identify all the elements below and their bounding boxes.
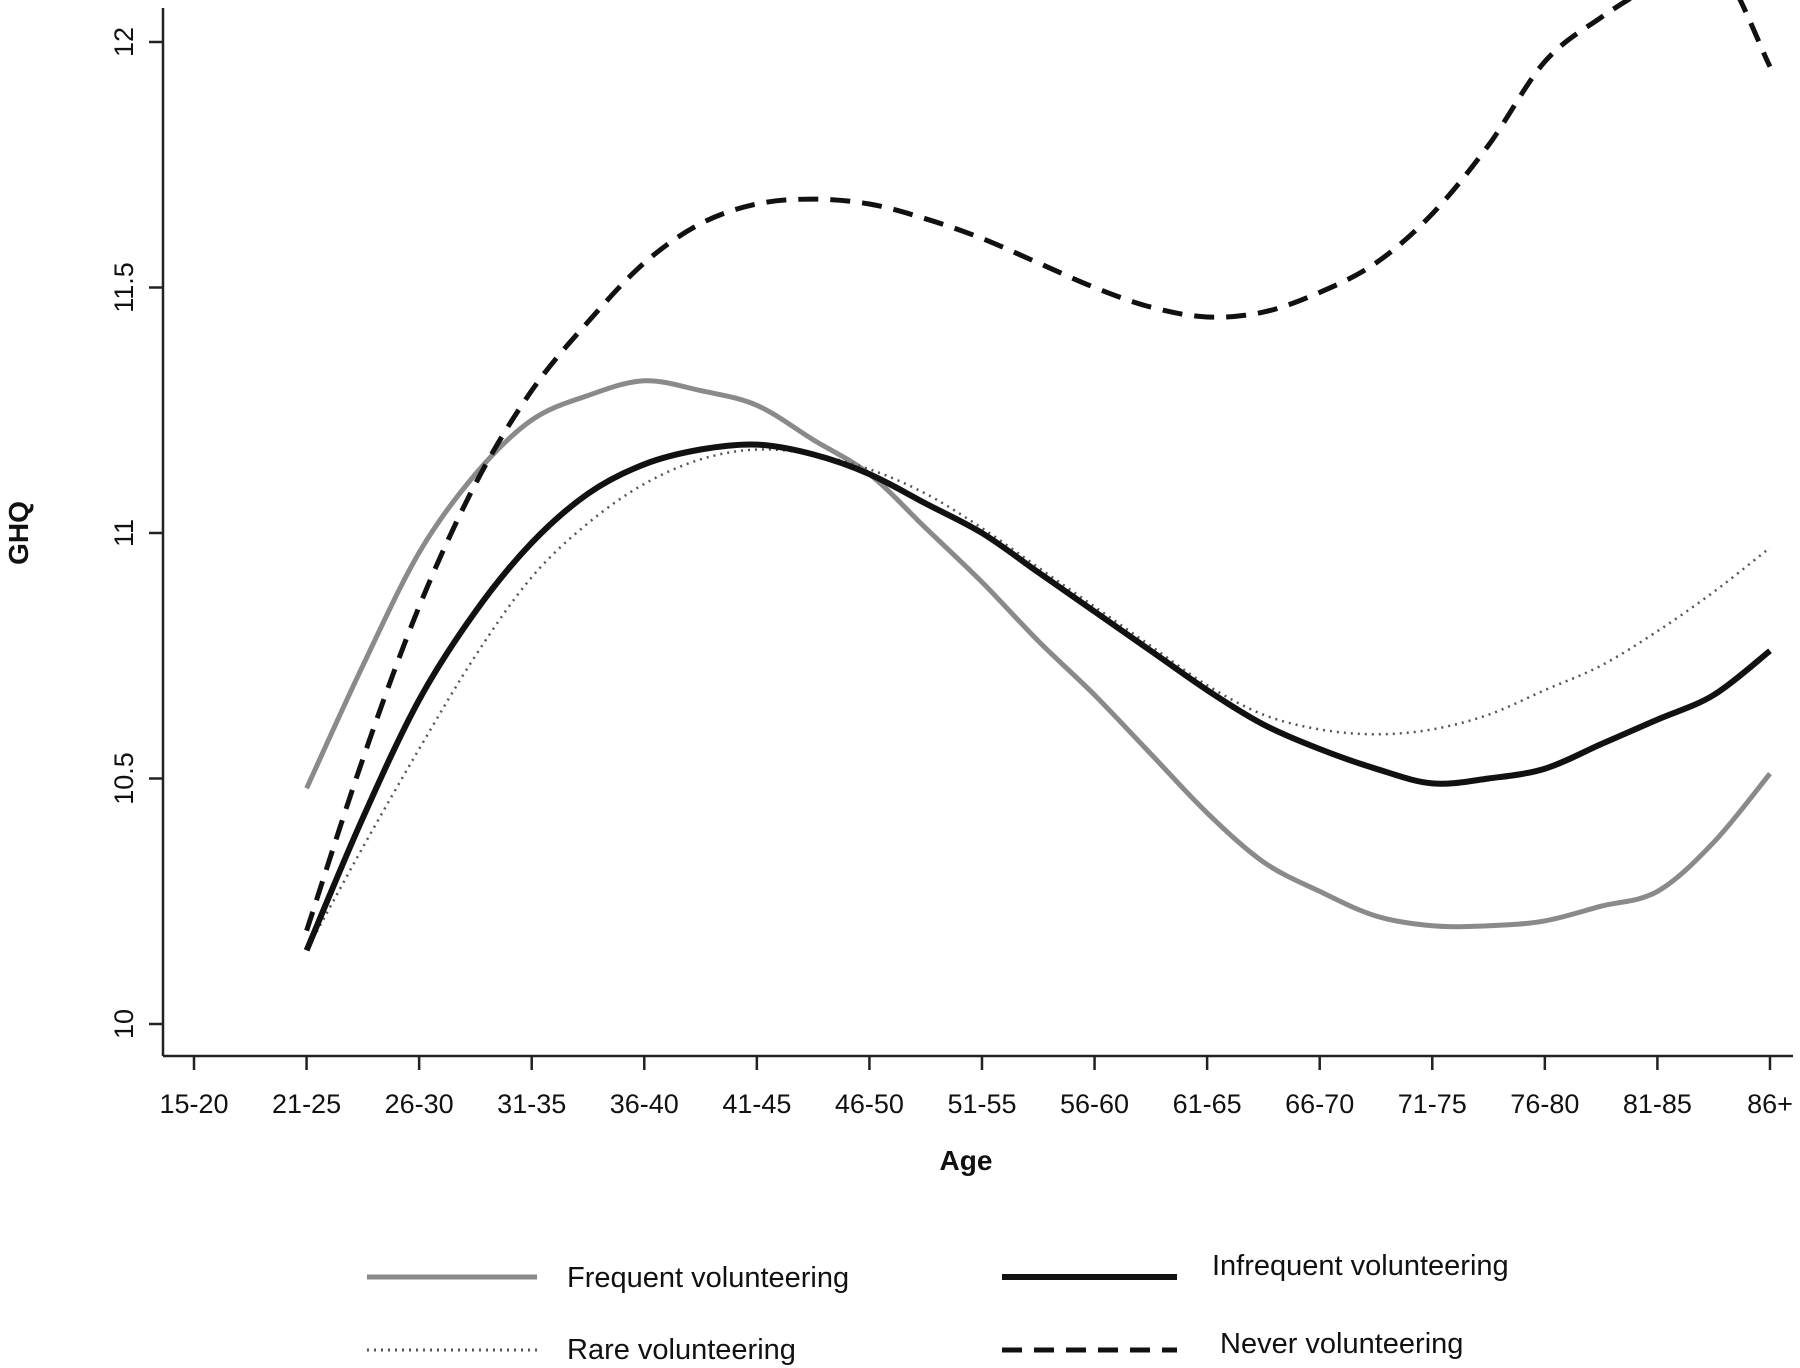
x-tick-label: 36-40 [610, 1089, 679, 1119]
legend-label-never: Never volunteering [1220, 1328, 1463, 1360]
series-line-rare [305, 448, 1771, 951]
series-line-frequent [304, 378, 1772, 930]
x-tick-label: 61-65 [1173, 1089, 1242, 1119]
x-tick-label: 66-70 [1285, 1089, 1354, 1119]
x-axis-title: Age [940, 1145, 993, 1176]
x-tick-label: 21-25 [272, 1089, 341, 1119]
y-ticks: 10 10.5 11 11.5 12 [109, 27, 163, 1039]
x-ticks: 15-20 21-25 26-30 31-35 36-40 41-45 46-50 51-55… [159, 1056, 1793, 1119]
y-tick-label: 10 [109, 1009, 139, 1039]
series-lines [303, 0, 1773, 952]
y-axis-title: GHQ [3, 501, 34, 565]
x-tick-label: 15-20 [159, 1089, 228, 1119]
y-tick-label: 11.5 [109, 262, 139, 313]
y-tick-label: 12 [109, 27, 139, 57]
x-tick-label: 41-45 [722, 1089, 791, 1119]
series-line-infrequent [303, 441, 1772, 952]
legend-label-frequent: Frequent volunteering [567, 1262, 849, 1294]
series-line-never [304, 0, 1773, 932]
y-tick-label: 11 [109, 519, 139, 547]
x-tick-label: 86+ [1747, 1089, 1793, 1119]
x-tick-label: 76-80 [1510, 1089, 1579, 1119]
x-tick-label: 26-30 [385, 1089, 454, 1119]
y-tick-label: 10.5 [109, 752, 139, 805]
x-tick-label: 51-55 [947, 1089, 1016, 1119]
legend-label-infrequent: Infrequent volunteering [1212, 1250, 1509, 1282]
x-tick-label: 46-50 [835, 1089, 904, 1119]
x-tick-label: 71-75 [1398, 1089, 1467, 1119]
x-tick-label: 31-35 [497, 1089, 566, 1119]
legend-label-rare: Rare volunteering [567, 1334, 796, 1366]
legend: Frequent volunteering Infrequent volunte… [367, 1250, 1509, 1366]
x-tick-label: 56-60 [1060, 1089, 1129, 1119]
x-tick-label: 81-85 [1623, 1089, 1692, 1119]
